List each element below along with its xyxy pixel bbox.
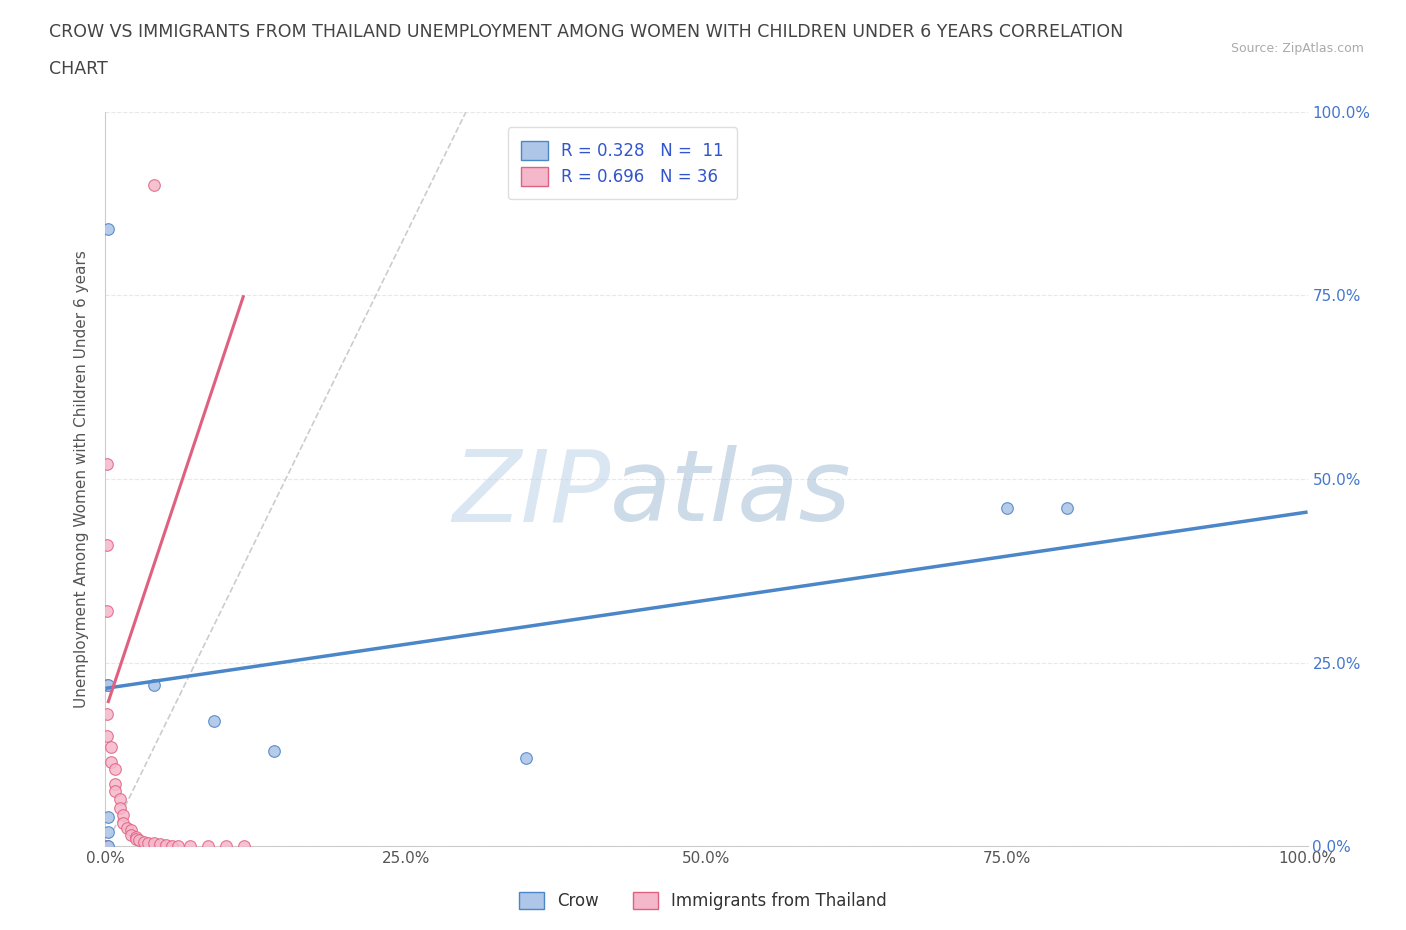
Text: CROW VS IMMIGRANTS FROM THAILAND UNEMPLOYMENT AMONG WOMEN WITH CHILDREN UNDER 6 : CROW VS IMMIGRANTS FROM THAILAND UNEMPLO…	[49, 23, 1123, 41]
Point	[108, 801, 131, 816]
Point	[104, 762, 127, 777]
Point	[155, 837, 177, 852]
Point	[136, 835, 159, 850]
Point	[100, 739, 122, 754]
Point	[166, 838, 188, 853]
Legend: R = 0.328   N =  11, R = 0.696   N = 36: R = 0.328 N = 11, R = 0.696 N = 36	[508, 127, 737, 199]
Point	[97, 677, 120, 692]
Point	[232, 838, 254, 853]
Point	[124, 830, 146, 845]
Y-axis label: Unemployment Among Women with Children Under 6 years: Unemployment Among Women with Children U…	[75, 250, 90, 708]
Point	[160, 838, 183, 853]
Point	[97, 221, 120, 236]
Point	[104, 777, 127, 791]
Point	[96, 729, 118, 744]
Legend: Crow, Immigrants from Thailand: Crow, Immigrants from Thailand	[513, 885, 893, 917]
Point	[104, 784, 127, 799]
Point	[202, 714, 225, 729]
Point	[142, 836, 165, 851]
Point	[132, 834, 155, 849]
Point	[120, 823, 142, 838]
Point	[108, 791, 131, 806]
Point	[112, 816, 135, 830]
Point	[97, 809, 120, 824]
Point	[96, 538, 118, 552]
Point	[142, 677, 165, 692]
Point	[112, 808, 135, 823]
Point	[96, 839, 118, 854]
Point	[214, 838, 236, 853]
Point	[96, 604, 118, 618]
Point	[142, 178, 165, 193]
Point	[96, 707, 118, 722]
Point	[120, 827, 142, 842]
Point	[96, 457, 118, 472]
Point	[995, 501, 1018, 516]
Point	[179, 838, 201, 853]
Point	[515, 751, 537, 765]
Point	[197, 838, 219, 853]
Point	[96, 677, 118, 692]
Text: Source: ZipAtlas.com: Source: ZipAtlas.com	[1230, 42, 1364, 55]
Point	[96, 839, 118, 854]
Point	[115, 820, 138, 835]
Text: ZIP: ZIP	[453, 445, 610, 542]
Text: CHART: CHART	[49, 60, 108, 78]
Text: atlas: atlas	[610, 445, 852, 542]
Point	[128, 833, 150, 848]
Point	[124, 831, 146, 846]
Point	[263, 743, 285, 758]
Point	[97, 824, 120, 839]
Point	[100, 754, 122, 769]
Point	[148, 837, 170, 852]
Point	[96, 839, 118, 854]
Point	[97, 839, 120, 854]
Point	[1056, 501, 1078, 516]
